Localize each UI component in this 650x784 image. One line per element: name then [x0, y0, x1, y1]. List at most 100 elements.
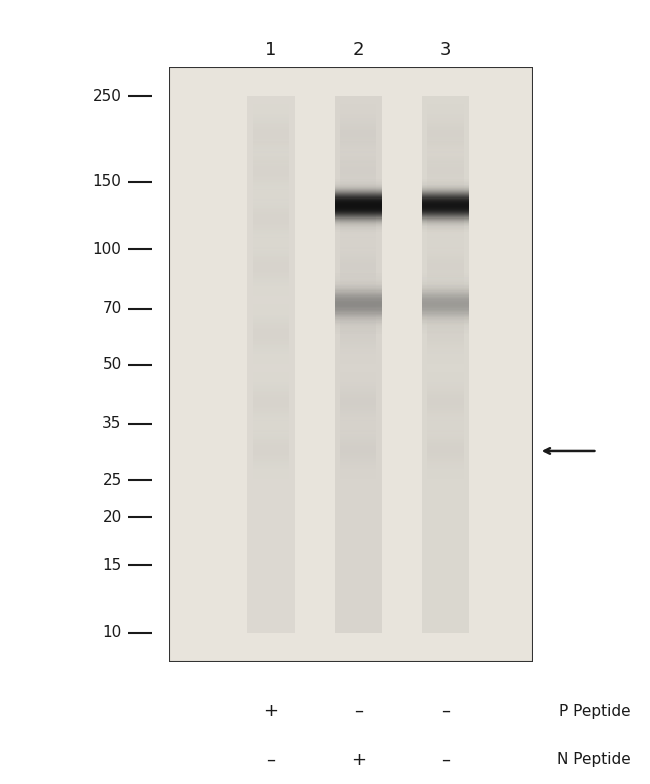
Bar	[340, 205, 376, 206]
Bar	[422, 231, 469, 232]
Bar	[428, 491, 464, 492]
Bar	[428, 368, 464, 370]
Bar	[428, 212, 464, 213]
Bar	[428, 316, 464, 318]
Bar	[340, 392, 376, 394]
Bar	[428, 363, 464, 365]
Bar	[247, 329, 294, 335]
Bar	[428, 129, 464, 130]
Bar	[428, 172, 464, 173]
Bar	[335, 167, 382, 172]
Bar	[422, 562, 469, 568]
Bar	[422, 233, 469, 234]
Bar	[340, 148, 376, 150]
Bar	[428, 279, 464, 281]
Bar	[247, 551, 294, 557]
Bar	[335, 432, 382, 437]
Bar	[422, 185, 469, 186]
Bar	[340, 360, 376, 361]
Bar	[335, 200, 382, 201]
Bar	[422, 96, 469, 102]
Bar	[428, 362, 464, 364]
Bar	[428, 180, 464, 182]
Bar	[335, 303, 382, 307]
Bar	[253, 360, 289, 361]
Bar	[428, 241, 464, 243]
Bar	[335, 207, 382, 208]
Bar	[247, 465, 294, 470]
Bar	[335, 124, 382, 129]
Bar	[335, 308, 382, 310]
Bar	[335, 270, 382, 275]
Bar	[247, 627, 294, 633]
Bar	[253, 419, 289, 420]
Bar	[335, 284, 382, 285]
Bar	[253, 216, 289, 218]
Bar	[335, 308, 382, 310]
Bar	[428, 440, 464, 441]
Bar	[422, 481, 469, 486]
Bar	[428, 134, 464, 136]
Bar	[422, 426, 469, 432]
Bar	[335, 276, 382, 278]
Bar	[340, 426, 376, 427]
Bar	[428, 370, 464, 372]
Bar	[428, 360, 464, 361]
Bar	[428, 244, 464, 245]
Bar	[340, 110, 376, 111]
Bar	[340, 424, 376, 426]
Bar	[428, 175, 464, 176]
Bar	[428, 329, 464, 331]
Bar	[422, 286, 469, 292]
Bar	[428, 368, 464, 369]
Bar	[428, 352, 464, 354]
Bar	[335, 188, 382, 194]
Bar	[428, 228, 464, 230]
Bar	[253, 449, 289, 450]
Bar	[253, 263, 289, 264]
Bar	[253, 167, 289, 169]
Bar	[335, 551, 382, 557]
Bar	[253, 132, 289, 134]
Bar	[422, 268, 469, 270]
Bar	[428, 235, 464, 237]
Bar	[340, 363, 376, 365]
Bar	[335, 383, 382, 389]
Bar	[335, 182, 382, 183]
Bar	[422, 338, 469, 339]
Bar	[340, 286, 376, 288]
Bar	[247, 400, 294, 405]
Bar	[253, 365, 289, 366]
Bar	[422, 339, 469, 341]
Bar	[428, 187, 464, 189]
Bar	[335, 282, 382, 284]
Bar	[253, 269, 289, 270]
Bar	[253, 259, 289, 260]
Bar	[340, 150, 376, 151]
Bar	[253, 177, 289, 179]
Bar	[422, 524, 469, 530]
Bar	[253, 125, 289, 127]
Bar	[428, 249, 464, 250]
Bar	[428, 136, 464, 138]
Bar	[335, 514, 382, 519]
Bar	[253, 417, 289, 419]
Bar	[340, 111, 376, 113]
Bar	[247, 118, 294, 124]
Bar	[428, 96, 464, 98]
Bar	[428, 134, 464, 135]
Bar	[253, 151, 289, 152]
Bar	[422, 318, 469, 324]
Bar	[253, 488, 289, 490]
Bar	[253, 140, 289, 141]
Bar	[335, 378, 382, 383]
Bar	[335, 333, 382, 334]
Bar	[340, 157, 376, 158]
Bar	[428, 91, 464, 93]
Bar	[422, 329, 469, 330]
Bar	[340, 267, 376, 269]
Bar	[428, 201, 464, 202]
Bar	[335, 322, 382, 324]
Bar	[253, 437, 289, 439]
Bar	[340, 345, 376, 347]
